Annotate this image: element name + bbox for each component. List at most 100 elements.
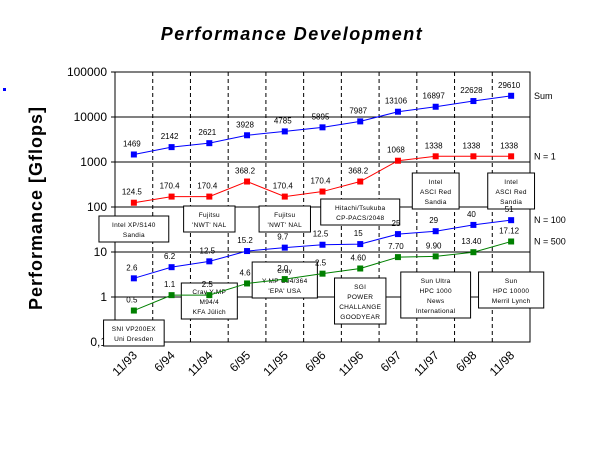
annotation-frame: [334, 277, 387, 325]
data-point: [244, 280, 251, 287]
data-label: 40: [467, 210, 476, 219]
data-point: [130, 275, 137, 282]
data-point: [281, 193, 288, 200]
data-label: 1.1: [164, 280, 176, 289]
annotation-frame: [320, 198, 401, 226]
x-tick-label: 11/93: [109, 348, 140, 379]
annotation-text: 'NWT' NAL: [268, 222, 303, 229]
annotation-text: KFA Jülich: [193, 309, 226, 316]
data-point: [508, 153, 515, 160]
data-point: [168, 292, 175, 299]
y-tick-label: 100: [87, 200, 107, 214]
x-tick-label: 6/94: [151, 348, 178, 375]
annotation-text: Sun: [505, 278, 518, 285]
data-label: 2.5: [315, 259, 327, 268]
annotation-text: Sun Ultra: [421, 278, 451, 285]
data-label: 368.2: [235, 167, 256, 176]
data-label: 3928: [236, 120, 254, 129]
data-label: 13106: [385, 97, 408, 106]
data-point: [130, 151, 137, 158]
data-point: [206, 292, 213, 299]
data-label: 124.5: [122, 188, 143, 197]
y-tick-label: 10: [94, 245, 108, 259]
data-label: 7987: [349, 106, 367, 115]
data-point: [244, 132, 251, 139]
data-point: [508, 92, 515, 99]
data-label: 22628: [460, 86, 483, 95]
annotation-box: Intel ASCI Red Sandia: [411, 172, 460, 210]
series-name-label: N = 100: [534, 215, 566, 225]
x-tick-label: 6/96: [302, 348, 329, 375]
annotation-box: Intel XP/S140 Sandia: [98, 215, 170, 243]
data-label: 4.60: [350, 253, 366, 262]
x-tick-label: 11/96: [336, 348, 367, 379]
data-point: [206, 193, 213, 200]
annotation-text: CP-PACS/2048: [336, 215, 384, 222]
data-point: [470, 249, 477, 256]
y-tick-label: 1: [100, 290, 107, 304]
data-point: [168, 193, 175, 200]
annotation-frame: [478, 271, 545, 309]
x-tick-label: 11/98: [487, 348, 518, 379]
data-point: [394, 231, 401, 238]
data-label: 15.2: [237, 236, 253, 245]
data-point: [432, 153, 439, 160]
data-label: 2142: [161, 132, 179, 141]
chart-title: Performance Development: [161, 24, 424, 44]
series-name-label: N = 1: [534, 151, 556, 161]
data-point: [508, 217, 515, 224]
data-point: [432, 228, 439, 235]
annotation-text: M94/4: [200, 299, 220, 306]
data-label: 0.5: [126, 296, 138, 305]
annotation-box: Fujitsu 'NWT' NAL: [183, 205, 236, 233]
data-point: [130, 199, 137, 206]
annotation-text: Merril Lynch: [492, 298, 531, 305]
data-point: [281, 276, 288, 283]
annotation-text: ASCI Red: [420, 189, 451, 196]
data-label: 1068: [387, 146, 405, 155]
data-point: [394, 254, 401, 261]
x-tick-label: 11/97: [411, 348, 442, 379]
data-point: [470, 221, 477, 228]
data-label: 17.12: [499, 226, 520, 235]
data-label: 1338: [425, 141, 443, 150]
annotation-box: Sun Ultra HPC 1000 News International: [400, 271, 472, 319]
data-label: 12.5: [200, 246, 216, 255]
annotation-frame: [258, 205, 311, 233]
data-label: 4.6: [239, 268, 251, 277]
annotation-text: HPC 10000: [493, 288, 529, 295]
series-n-1: [130, 153, 515, 206]
annotation-box: Sun HPC 10000 Merril Lynch: [478, 271, 545, 309]
data-point: [319, 124, 326, 131]
data-point: [319, 241, 326, 248]
y-tick-label: 100000: [67, 65, 107, 79]
annotation-text: Uni Dresden: [114, 336, 154, 343]
y-tick-label: 10000: [74, 110, 108, 124]
annotation-text: 'NWT' NAL: [192, 222, 227, 229]
data-label: 170.4: [160, 182, 181, 191]
series-name-label: Sum: [534, 91, 553, 101]
annotation-frame: [183, 205, 236, 233]
annotation-box: SGI POWER CHALLANGE GOODYEAR: [334, 277, 387, 325]
annotation-text: News: [427, 298, 445, 305]
y-tick-label: 1000: [80, 155, 107, 169]
data-label: 2.6: [126, 263, 138, 272]
data-label: 51: [505, 205, 514, 214]
x-ticks: 11/93 6/94 11/94 6/95 11/95 6/96 11/96 6/97 11/9…: [109, 348, 517, 379]
data-label: 2621: [198, 128, 216, 137]
data-point: [319, 270, 326, 277]
data-labels: 1469 2142 2621 3928 4785 5895 7987 13106 16897 22…: [122, 81, 521, 305]
data-point: [244, 248, 251, 255]
data-label: 25: [392, 219, 401, 228]
data-label: 7.70: [388, 242, 404, 251]
data-label: 15: [354, 229, 363, 238]
data-label: 12.5: [313, 230, 329, 239]
annotation-text: 'EPA' USA: [268, 288, 301, 295]
data-label: 29: [429, 216, 438, 225]
annotation-text: SGI: [354, 284, 366, 291]
data-label: 170.4: [197, 182, 218, 191]
annotation-text: Fujitsu: [274, 212, 295, 219]
data-point: [470, 98, 477, 105]
data-point: [206, 140, 213, 147]
